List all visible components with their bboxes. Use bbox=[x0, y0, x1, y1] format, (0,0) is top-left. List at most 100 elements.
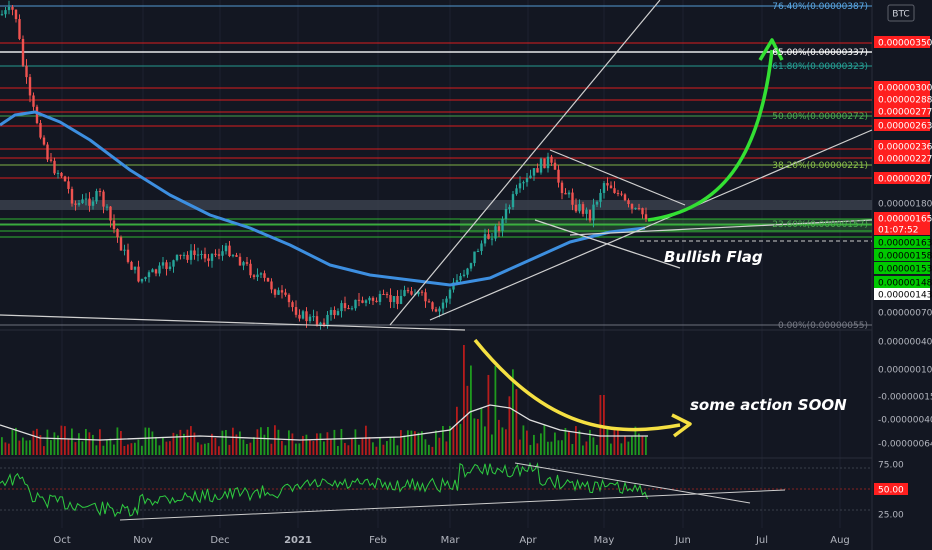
volume-bar-46 bbox=[162, 436, 164, 455]
volume-bar-47 bbox=[165, 441, 168, 455]
candle-body-74 bbox=[259, 273, 263, 275]
volume-bar-63 bbox=[221, 430, 224, 455]
price-label-bg-13 bbox=[874, 262, 930, 274]
volume-bar-49 bbox=[172, 432, 175, 455]
volume-bar-64 bbox=[225, 430, 227, 455]
volume-bar-136 bbox=[477, 418, 479, 455]
volume-bar-2 bbox=[8, 443, 10, 455]
x-tick-5: Mar bbox=[441, 535, 461, 546]
price-label-bg-1 bbox=[874, 81, 930, 93]
price-label-bg-11 bbox=[874, 236, 930, 248]
volume-bar-41 bbox=[144, 427, 147, 455]
candle-body-162 bbox=[567, 192, 571, 195]
fib-label-2: 61.80%(0.00000323) bbox=[772, 62, 868, 72]
x-tick-8: Jun bbox=[674, 535, 691, 546]
volume-bar-156 bbox=[547, 441, 549, 455]
price-label-bg-15 bbox=[874, 288, 930, 300]
price-label-bg-12 bbox=[874, 249, 930, 261]
volume-bar-40 bbox=[141, 445, 143, 455]
volume-bar-163 bbox=[571, 443, 574, 455]
candle-body-105 bbox=[368, 297, 371, 301]
candle-body-85 bbox=[298, 314, 301, 319]
candle-body-89 bbox=[312, 316, 315, 318]
volume-bar-101 bbox=[354, 429, 357, 455]
x-tick-4: Feb bbox=[369, 535, 387, 546]
candle-body-108 bbox=[378, 294, 382, 302]
candle-body-2 bbox=[7, 6, 11, 11]
volume-bar-132 bbox=[463, 345, 465, 455]
volume-bar-142 bbox=[498, 419, 500, 455]
volume-bar-123 bbox=[431, 446, 434, 455]
candle-body-34 bbox=[119, 237, 123, 251]
gray-zone bbox=[0, 200, 872, 210]
volume-bar-166 bbox=[582, 445, 584, 455]
volume-bar-177 bbox=[620, 443, 623, 455]
candle-body-33 bbox=[116, 229, 119, 238]
volume-bar-51 bbox=[179, 429, 182, 455]
candle-body-67 bbox=[235, 255, 238, 257]
candle-body-157 bbox=[550, 156, 553, 163]
candle-body-63 bbox=[221, 251, 224, 256]
candle-body-166 bbox=[581, 204, 585, 214]
candle-body-29 bbox=[102, 191, 105, 207]
candle-body-75 bbox=[263, 273, 266, 278]
candle-body-92 bbox=[322, 322, 326, 325]
candle-body-19 bbox=[67, 181, 70, 189]
volume-bar-128 bbox=[449, 425, 451, 455]
candle-body-53 bbox=[186, 254, 189, 260]
fib-label-0: 76.40%(0.00000387) bbox=[772, 2, 868, 12]
price-label-8: 0.00000180 bbox=[878, 200, 932, 210]
candle-body-47 bbox=[165, 262, 168, 269]
volume-bar-66 bbox=[232, 427, 234, 455]
candle-body-122 bbox=[427, 301, 431, 303]
candle-body-152 bbox=[532, 168, 536, 176]
price-label-19: -0.00000015 bbox=[878, 393, 932, 403]
volume-bar-86 bbox=[302, 435, 304, 455]
volume-bar-0 bbox=[1, 437, 3, 455]
candle-body-163 bbox=[571, 192, 574, 205]
volume-bar-59 bbox=[207, 442, 210, 455]
volume-bar-60 bbox=[211, 433, 213, 455]
volume-bar-54 bbox=[190, 426, 192, 455]
volume-bar-52 bbox=[183, 433, 185, 455]
volume-bar-111 bbox=[389, 437, 392, 455]
candle-body-153 bbox=[536, 168, 539, 173]
candle-body-135 bbox=[473, 251, 476, 264]
volume-bar-9 bbox=[32, 430, 35, 455]
volume-bar-110 bbox=[386, 441, 388, 455]
volume-bar-127 bbox=[445, 441, 448, 455]
volume-bar-184 bbox=[645, 436, 647, 455]
volume-bar-126 bbox=[442, 425, 444, 455]
candle-body-81 bbox=[284, 292, 287, 295]
volume-bar-175 bbox=[613, 429, 616, 455]
candle-body-65 bbox=[228, 245, 231, 257]
candle-body-64 bbox=[224, 245, 228, 252]
volume-bar-78 bbox=[274, 425, 276, 455]
volume-bar-77 bbox=[270, 443, 273, 455]
price-label-5: 0.00000236 bbox=[878, 143, 932, 153]
volume-bar-106 bbox=[372, 442, 374, 455]
candle-body-9 bbox=[32, 95, 35, 107]
price-label-6: 0.00000227 bbox=[878, 155, 932, 165]
candle-body-130 bbox=[455, 280, 459, 283]
flag-top-line bbox=[549, 149, 686, 206]
price-label-bg-10 bbox=[874, 223, 930, 235]
volume-bar-109 bbox=[382, 444, 385, 455]
volume-bar-130 bbox=[456, 406, 458, 455]
candle-body-73 bbox=[256, 274, 259, 277]
candle-body-52 bbox=[182, 254, 186, 256]
yellow-arrow bbox=[473, 338, 681, 432]
volume-bar-178 bbox=[624, 436, 626, 455]
volume-bar-67 bbox=[235, 434, 238, 455]
candle-body-60 bbox=[210, 253, 214, 261]
candle-body-175 bbox=[613, 188, 616, 193]
volume-bar-42 bbox=[148, 427, 150, 455]
candle-body-138 bbox=[483, 234, 487, 244]
price-label-4: 0.00000263 bbox=[878, 122, 932, 132]
annotation-bullish-flag: Bullish Flag bbox=[664, 248, 763, 266]
volume-bar-44 bbox=[155, 436, 157, 455]
volume-bar-119 bbox=[417, 432, 420, 455]
flag-bottom-line bbox=[534, 219, 681, 269]
price-label-14: 0.00000148 bbox=[878, 279, 932, 289]
volume-bar-55 bbox=[193, 432, 196, 455]
